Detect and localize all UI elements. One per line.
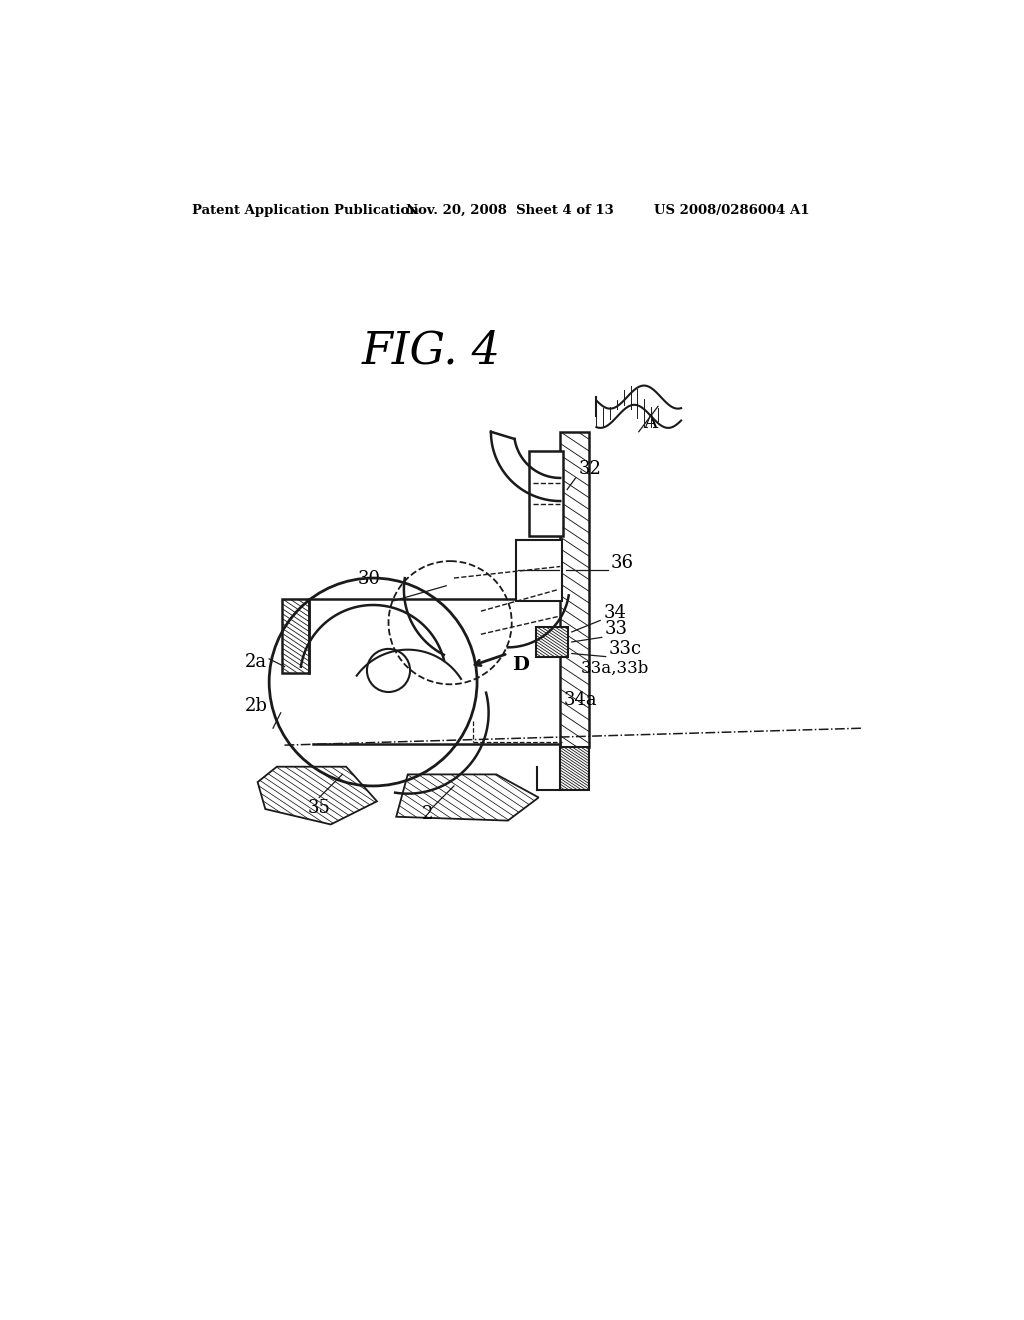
Text: 34a: 34a xyxy=(564,692,598,709)
Polygon shape xyxy=(396,775,539,821)
Polygon shape xyxy=(283,599,309,673)
Text: US 2008/0286004 A1: US 2008/0286004 A1 xyxy=(654,205,810,218)
Text: D: D xyxy=(512,656,528,675)
Text: 35: 35 xyxy=(307,799,331,817)
Text: 32: 32 xyxy=(579,461,601,478)
Text: 2b: 2b xyxy=(245,697,267,715)
Polygon shape xyxy=(560,432,589,747)
Bar xyxy=(529,451,563,536)
Polygon shape xyxy=(560,747,589,789)
Bar xyxy=(515,540,562,601)
Polygon shape xyxy=(258,767,377,825)
Text: 34: 34 xyxy=(603,605,627,622)
Text: 33: 33 xyxy=(605,620,628,639)
Text: A: A xyxy=(643,414,656,432)
Polygon shape xyxy=(537,627,568,657)
Text: 33c: 33c xyxy=(608,639,642,657)
Text: 33a,33b: 33a,33b xyxy=(581,660,649,677)
Text: 2a: 2a xyxy=(245,652,266,671)
Text: Nov. 20, 2008  Sheet 4 of 13: Nov. 20, 2008 Sheet 4 of 13 xyxy=(407,205,614,218)
Text: 36: 36 xyxy=(611,554,634,572)
Text: FIG. 4: FIG. 4 xyxy=(361,329,501,372)
Text: 2: 2 xyxy=(422,805,433,824)
Text: 30: 30 xyxy=(357,570,381,589)
Text: Patent Application Publication: Patent Application Publication xyxy=(193,205,419,218)
